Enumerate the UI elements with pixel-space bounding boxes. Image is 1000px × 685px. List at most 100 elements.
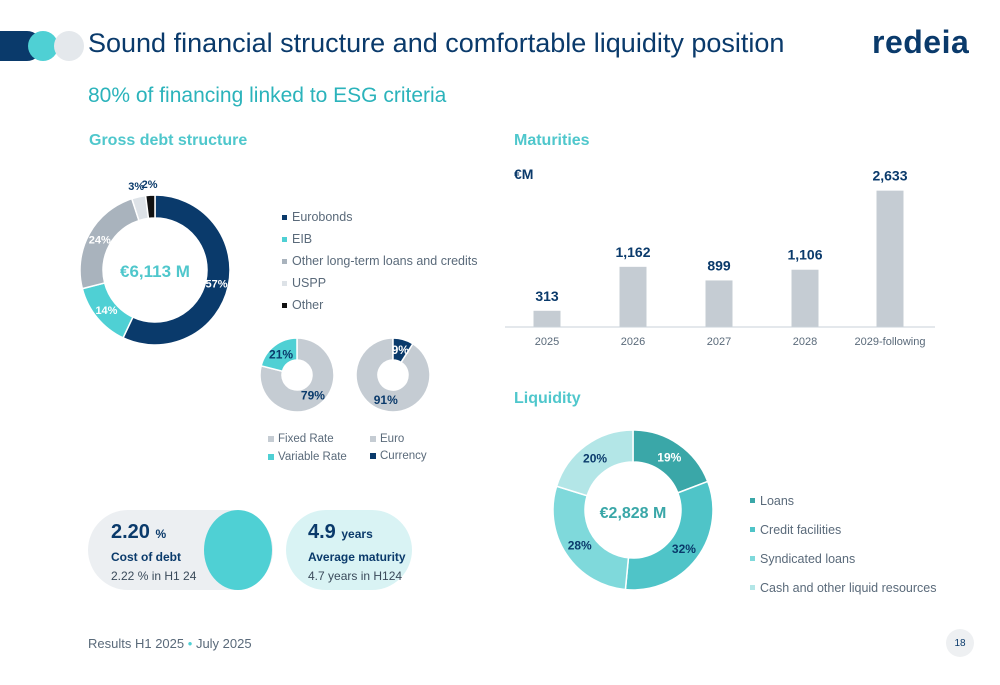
gross-debt-legend-other-long-term-loans-and-credits: Other long-term loans and credits: [282, 250, 478, 272]
rate-donut: 79% 21%: [259, 337, 335, 413]
legend-swatch: [750, 556, 755, 561]
page-subtitle: 80% of financing linked to ESG criteria: [88, 84, 447, 107]
currency-donut: 91% 9%: [355, 337, 431, 413]
legend-currency: Currency: [370, 450, 427, 462]
average-maturity-sub: 4.7 years in H124: [308, 569, 403, 583]
maturity-value-2029-following: 2,633: [872, 170, 907, 184]
maturities-bar-chart: 313 2025 1,162 2026 899 2027 1,106 2028 2,633 202…: [505, 170, 935, 348]
legend-label: Currency: [380, 450, 427, 462]
maturity-category-2026: 2026: [621, 336, 645, 348]
liquidity-label-credit-facilities: 32%: [672, 542, 696, 556]
maturity-unit: years: [341, 527, 373, 541]
legend-label: Other long-term loans and credits: [292, 254, 478, 268]
liquidity-donut: 19% 32% 28% 20% €2,828 M: [552, 429, 714, 591]
rate-slice-fixed-rate: [259, 337, 335, 413]
gross-debt-legend-other: Other: [282, 294, 478, 316]
legend-label: Credit facilities: [760, 522, 842, 537]
liquidity-slice-cash-and-other-liquid-resources: [555, 429, 634, 497]
page-number: 18: [946, 629, 974, 657]
cost-of-debt-label: Cost of debt: [111, 550, 181, 564]
maturities-title: Maturities: [514, 132, 590, 149]
legend-swatch: [282, 236, 287, 242]
legend-swatch: [282, 302, 287, 308]
gross-debt-label-eib: 14%: [95, 305, 117, 317]
liquidity-legend-cash-and-other-liquid-resources: Cash and other liquid resources: [750, 573, 937, 602]
liquidity-label-syndicated-loans: 28%: [568, 539, 592, 553]
legend-swatch: [282, 258, 287, 264]
legend-swatch: [282, 280, 287, 286]
maturity-bar-2026: [619, 266, 647, 327]
currency-slice-currency: [392, 337, 414, 364]
maturity-value-2028: 1,106: [787, 247, 822, 263]
maturity-bar-2028: [791, 269, 819, 327]
gross-debt-legend: Eurobonds EIB Other long-term loans and cr…: [282, 206, 478, 316]
legend-variable-rate: Variable Rate: [268, 451, 347, 463]
maturity-value-2025: 313: [535, 288, 559, 304]
rate-slice-variable-rate: [260, 337, 298, 373]
legend-label: Loans: [760, 493, 795, 508]
footer-text: Results H1 2025 • July 2025: [88, 636, 252, 651]
average-maturity-value: 4.9 years: [308, 521, 373, 544]
cost-card-circle: [204, 510, 272, 590]
legend-swatch: [268, 454, 274, 460]
cost-unit: %: [155, 527, 167, 541]
gross-debt-legend-uspp: USPP: [282, 272, 478, 294]
rate-label-variable-rate: 21%: [269, 348, 293, 362]
maturity-value-2026: 1,162: [615, 244, 650, 260]
maturity-bar-2029-following: [876, 190, 904, 327]
gross-debt-legend-eib: EIB: [282, 228, 478, 250]
gross-debt-slice-eurobonds: [122, 194, 231, 346]
liquidity-legend-credit-facilities: Credit facilities: [750, 515, 937, 544]
header-accent-dot: [28, 31, 58, 61]
maturity-bar-2025: [533, 310, 561, 327]
liquidity-slice-credit-facilities: [624, 480, 714, 591]
legend-label: Eurobonds: [292, 210, 353, 224]
cost-value: 2.20: [111, 521, 150, 543]
maturity-value-2027: 899: [707, 257, 731, 273]
legend-label: Cash and other liquid resources: [760, 580, 937, 595]
gross-debt-slice-other: [144, 194, 156, 220]
maturity-category-2025: 2025: [535, 336, 559, 348]
average-maturity-card: [286, 510, 412, 590]
currency-label-euro: 91%: [374, 393, 398, 407]
footer-right: July 2025: [195, 636, 252, 651]
legend-label: Other: [292, 298, 324, 312]
legend-label: Syndicated loans: [760, 551, 856, 566]
legend-euro: Euro: [370, 433, 404, 445]
cost-of-debt-value: 2.20 %: [111, 521, 166, 544]
currency-slice-euro: [355, 337, 431, 413]
average-maturity-label: Average maturity: [308, 550, 406, 564]
maturity-value: 4.9: [308, 521, 336, 543]
gross-debt-label-other: 2%: [142, 179, 158, 191]
redeia-logo: redeia: [872, 24, 970, 60]
legend-label: Variable Rate: [278, 451, 347, 463]
liquidity-title: Liquidity: [514, 390, 581, 407]
gross-debt-title: Gross debt structure: [89, 132, 248, 149]
gross-debt-label-other-long-term-loans-and-credits: 24%: [89, 234, 111, 246]
gross-debt-donut: 57% 14% 24% 3%2% €6,113 M: [79, 179, 231, 346]
rate-label-fixed-rate: 79%: [301, 389, 325, 403]
gross-debt-legend-eurobonds: Eurobonds: [282, 206, 478, 228]
cost-of-debt-sub: 2.22 % in H1 24: [111, 569, 197, 583]
legend-swatch: [370, 453, 376, 459]
footer-separator: •: [187, 636, 193, 651]
currency-label-currency: 9%: [392, 343, 410, 357]
legend-label: USPP: [292, 276, 327, 290]
gross-debt-label-eurobonds: 57%: [205, 279, 227, 291]
liquidity-slice-syndicated-loans: [552, 485, 630, 591]
maturities-unit: €M: [514, 166, 534, 182]
liquidity-legend-loans: Loans: [750, 486, 937, 515]
legend-swatch: [750, 527, 755, 532]
legend-label: Fixed Rate: [278, 433, 334, 445]
liquidity-label-cash-and-other-liquid-resources: 20%: [583, 452, 607, 466]
legend-swatch: [370, 436, 376, 442]
liquidity-legend: Loans Credit facilities Syndicated loans Ca…: [750, 486, 937, 602]
liquidity-total: €2,828 M: [600, 505, 667, 522]
gross-debt-label-uspp: 3%: [128, 181, 144, 193]
legend-swatch: [268, 436, 274, 442]
header-accent-dot-light: [54, 31, 84, 61]
maturity-bar-2027: [705, 280, 733, 327]
footer-left: Results H1 2025: [88, 636, 185, 651]
gross-debt-total: €6,113 M: [120, 262, 190, 281]
page-title: Sound financial structure and comfortabl…: [88, 28, 785, 58]
